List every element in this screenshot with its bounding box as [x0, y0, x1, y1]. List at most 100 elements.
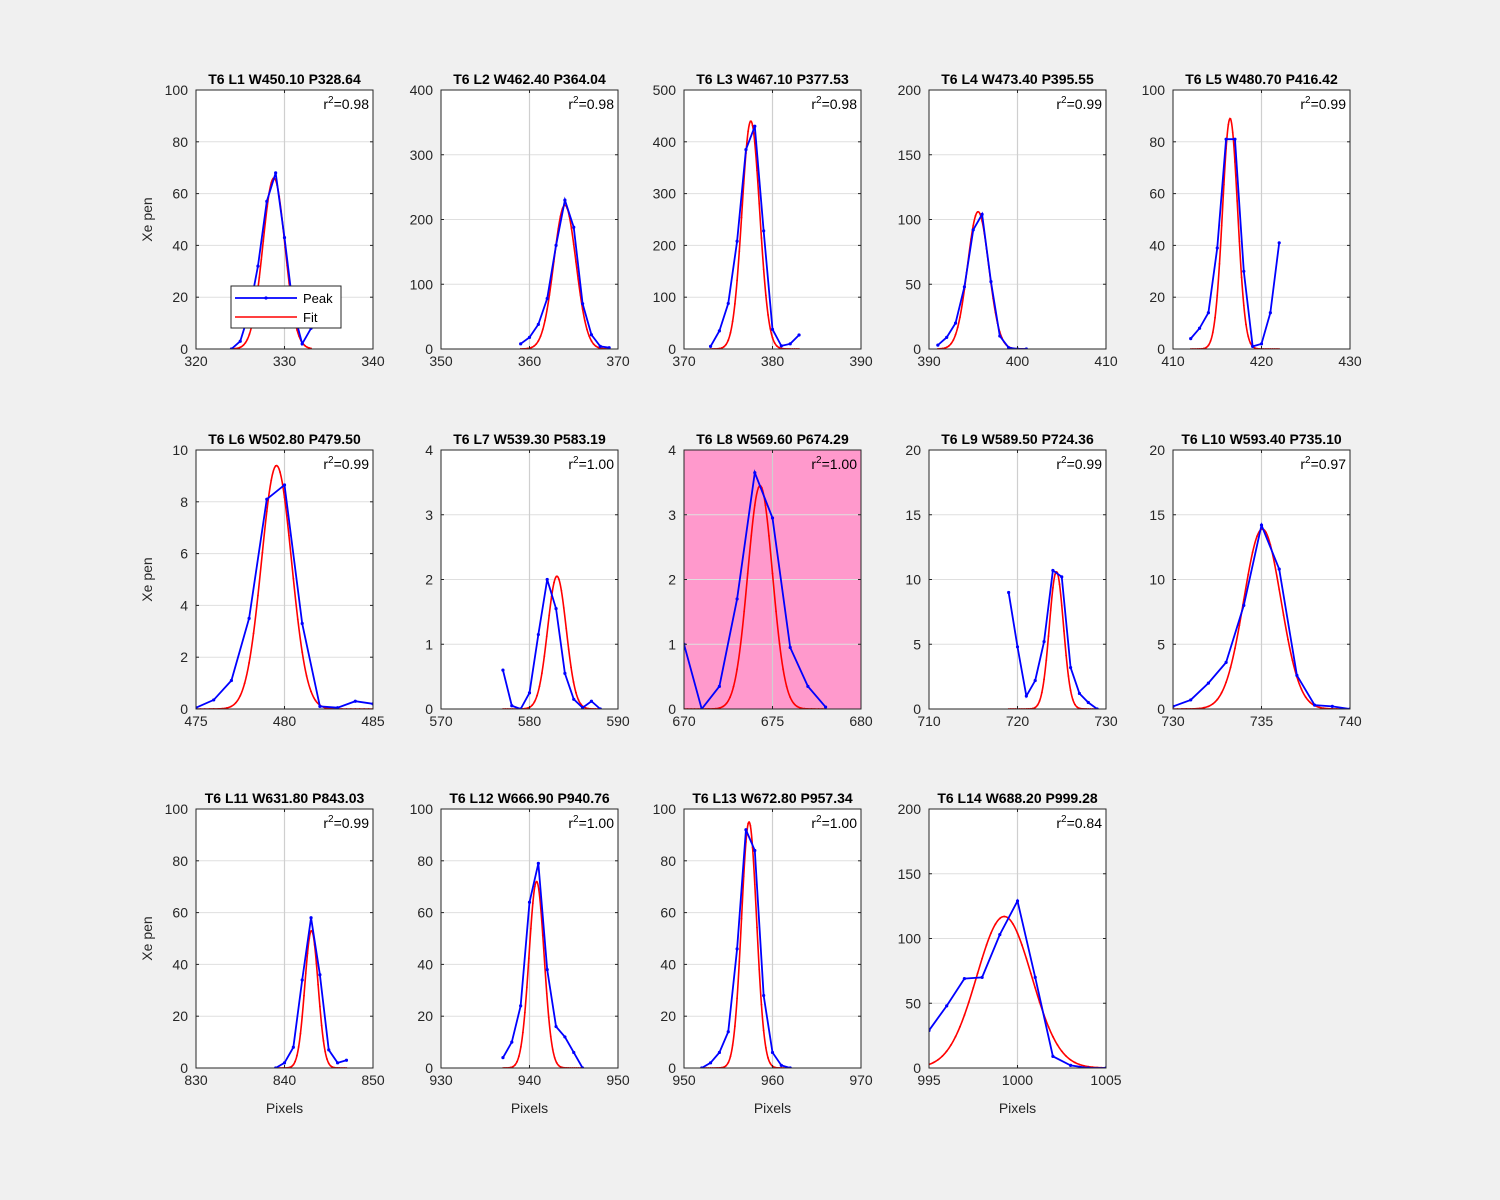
subplot-2: 350 360 370 0 100 200 300 400 T6 L2 W462.40 P364… — [410, 71, 630, 369]
tick-labels: 570 580 590 0 1 2 3 4 — [425, 442, 630, 729]
subplot-8: 670 675 680 0 1 2 3 4 T6 L8 W569.60 P674.29 r2=1.… — [668, 431, 873, 729]
fit-point — [762, 1029, 765, 1032]
fit-point — [240, 345, 243, 348]
fit-point — [722, 705, 724, 708]
fit-point — [757, 486, 760, 489]
fit-point — [553, 581, 555, 584]
fit-point — [572, 681, 575, 683]
r-squared-annotation: r2=0.99 — [1056, 95, 1102, 112]
subplot-title: T6 L5 W480.70 P416.42 — [1185, 71, 1338, 87]
fit-point — [799, 707, 802, 709]
fit-point — [738, 960, 741, 963]
peak-point — [318, 704, 322, 709]
fit-point — [739, 643, 742, 645]
peak-point — [1189, 698, 1193, 702]
peak-point — [510, 1040, 514, 1044]
peak-point — [1086, 700, 1090, 705]
fit-point — [990, 932, 992, 935]
fit-point — [764, 504, 767, 507]
fit-point — [553, 1056, 556, 1059]
fit-point — [531, 704, 534, 707]
peak-point — [554, 1024, 558, 1029]
peak-point — [998, 334, 1002, 338]
fit-point — [1058, 583, 1061, 586]
peak-series — [501, 577, 602, 709]
peak-point — [717, 1050, 722, 1055]
fit-point — [782, 668, 785, 671]
peak-point — [527, 691, 532, 695]
x-tick-label: 590 — [606, 713, 630, 729]
fit-point — [954, 333, 957, 336]
fit-point — [1309, 701, 1312, 704]
r-squared-value: 1.00 — [830, 456, 857, 472]
fit-point — [750, 535, 753, 537]
fit-point — [326, 1058, 328, 1060]
fit-point — [792, 702, 795, 705]
fit-point — [768, 535, 770, 537]
subplot-title: T6 L7 W539.30 P583.19 — [453, 431, 606, 447]
fit-point — [738, 250, 741, 252]
y-tick-label: 60 — [660, 905, 676, 921]
fit-point — [771, 336, 774, 339]
y-tick-label: 0 — [913, 1060, 921, 1076]
x-tick-label: 830 — [184, 1072, 208, 1088]
peak-point — [1060, 575, 1064, 579]
x-axis-label: Pixels — [511, 1100, 548, 1116]
fit-point — [950, 342, 953, 345]
fit-point — [513, 1064, 516, 1066]
x-tick-label: 320 — [184, 353, 208, 369]
y-tick-label: 20 — [417, 1008, 433, 1024]
fit-point — [731, 1044, 734, 1046]
y-tick-label: 0 — [425, 1060, 433, 1076]
x-tick-label: 380 — [761, 353, 785, 369]
fit-point — [1220, 691, 1223, 694]
fit-point — [1047, 1025, 1050, 1028]
fit-point — [732, 685, 735, 688]
fit-point — [1245, 323, 1247, 326]
peak-point — [1024, 694, 1028, 698]
r-squared-value: 1.00 — [587, 456, 614, 472]
fit-point — [760, 1003, 763, 1006]
peak-point — [980, 212, 984, 216]
fit-point — [1054, 573, 1057, 576]
peak-point — [318, 973, 322, 977]
peak-point — [735, 597, 739, 601]
peak-point — [291, 1045, 295, 1049]
fit-point — [998, 917, 1001, 920]
fit-point — [1216, 294, 1219, 297]
y-axis-label: Xe pen — [139, 197, 155, 241]
fit-point — [1043, 678, 1045, 681]
x-tick-label: 420 — [1250, 353, 1274, 369]
peak-point — [806, 684, 810, 688]
fit-point — [301, 651, 304, 654]
peak-point — [1033, 975, 1037, 979]
r-squared-annotation: r2=1.00 — [568, 814, 614, 831]
x-tick-label: 940 — [518, 1072, 542, 1088]
fit-point — [963, 1014, 966, 1017]
peak-point — [527, 335, 532, 339]
tick-labels: 370 380 390 0 100 200 300 400 500 — [653, 82, 873, 369]
fit-point — [239, 694, 242, 697]
fit-point — [959, 316, 961, 318]
fit-point — [1052, 586, 1054, 589]
peak-point — [554, 243, 558, 247]
fit-point — [747, 822, 750, 825]
fit-point — [597, 346, 599, 349]
peak-point — [1242, 269, 1246, 273]
fit-point — [1049, 609, 1052, 612]
x-tick-label: 1005 — [1090, 1072, 1121, 1088]
x-tick-label: 485 — [361, 713, 385, 729]
fit-point — [512, 1065, 514, 1068]
fit-point — [722, 345, 725, 348]
x-tick-label: 400 — [1006, 353, 1030, 369]
peak-point — [1007, 346, 1011, 349]
fit-point — [310, 690, 312, 693]
fit-point — [1012, 923, 1014, 926]
peak-point — [519, 1004, 523, 1008]
fit-point — [234, 701, 237, 704]
fit-point — [764, 1046, 767, 1049]
peak-point — [708, 344, 713, 349]
subplot-title: T6 L4 W473.40 P395.55 — [941, 71, 1094, 87]
tick-labels: 950 960 970 0 20 40 60 80 100 — [653, 801, 873, 1088]
fit-point — [261, 551, 264, 554]
